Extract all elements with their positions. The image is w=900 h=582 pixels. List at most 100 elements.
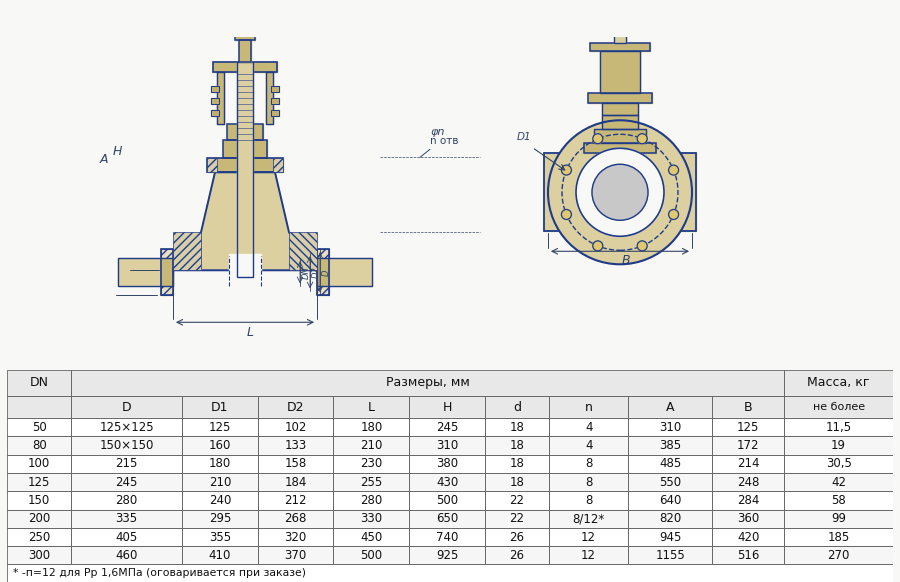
Bar: [410, 473, 485, 491]
Bar: [235, 32, 255, 40]
Text: 405: 405: [115, 531, 138, 544]
Bar: [211, 23, 279, 32]
Bar: [7, 418, 71, 436]
Bar: [235, 19, 255, 36]
Bar: [334, 436, 410, 455]
Bar: [549, 455, 628, 473]
Bar: [590, 43, 650, 51]
Bar: [610, 5, 630, 22]
Bar: [71, 546, 182, 565]
Bar: [257, 510, 334, 528]
Text: 430: 430: [436, 475, 458, 489]
Bar: [334, 396, 410, 418]
Bar: [410, 510, 485, 528]
Text: 320: 320: [284, 531, 307, 544]
Bar: [548, 9, 556, 16]
Bar: [71, 418, 182, 436]
Bar: [549, 546, 628, 565]
Text: 330: 330: [360, 512, 382, 526]
Bar: [207, 158, 283, 172]
Bar: [257, 546, 334, 565]
Text: не более: не более: [813, 402, 865, 412]
Bar: [785, 436, 893, 455]
Bar: [785, 546, 893, 565]
Circle shape: [593, 241, 603, 251]
Bar: [410, 418, 485, 436]
Text: 11,5: 11,5: [825, 421, 851, 434]
Bar: [628, 491, 712, 510]
Text: D: D: [122, 400, 131, 414]
Bar: [785, 455, 893, 473]
Bar: [71, 370, 785, 396]
Text: 500: 500: [360, 549, 382, 562]
Text: 945: 945: [659, 531, 681, 544]
Bar: [628, 546, 712, 565]
Text: 640: 640: [659, 494, 681, 507]
Text: 22: 22: [509, 494, 525, 507]
Bar: [334, 491, 410, 510]
Bar: [549, 396, 628, 418]
Bar: [334, 455, 410, 473]
Text: 380: 380: [436, 457, 458, 470]
Bar: [334, 510, 410, 528]
Bar: [211, 98, 219, 104]
Bar: [602, 103, 638, 115]
Bar: [485, 528, 549, 546]
Bar: [544, 153, 696, 231]
Bar: [410, 473, 485, 491]
Bar: [549, 546, 628, 565]
Bar: [628, 455, 712, 473]
Bar: [712, 418, 785, 436]
Text: 516: 516: [737, 549, 760, 562]
Text: 22: 22: [509, 512, 525, 526]
Bar: [712, 510, 785, 528]
Bar: [182, 510, 257, 528]
Bar: [785, 528, 893, 546]
Text: 212: 212: [284, 494, 307, 507]
Text: 184: 184: [284, 475, 307, 489]
Bar: [271, 110, 279, 116]
Text: 26: 26: [509, 531, 525, 544]
Bar: [588, 93, 652, 103]
Text: 58: 58: [832, 494, 846, 507]
Bar: [628, 418, 712, 436]
Bar: [410, 491, 485, 510]
Text: 248: 248: [737, 475, 760, 489]
Text: DN: DN: [30, 376, 49, 389]
Bar: [410, 418, 485, 436]
Bar: [71, 510, 182, 528]
Bar: [785, 370, 893, 396]
Bar: [161, 249, 173, 295]
Bar: [235, 32, 255, 40]
Bar: [410, 436, 485, 455]
Text: 30,5: 30,5: [825, 457, 851, 470]
Text: B: B: [744, 400, 752, 414]
Bar: [161, 286, 173, 295]
Bar: [237, 62, 253, 277]
Bar: [334, 473, 410, 491]
Text: 410: 410: [209, 549, 231, 562]
Bar: [785, 370, 893, 396]
Bar: [334, 418, 410, 436]
Bar: [182, 396, 257, 418]
Bar: [602, 103, 638, 115]
Text: 250: 250: [28, 531, 50, 544]
Bar: [785, 546, 893, 565]
Text: 50: 50: [32, 421, 47, 434]
Bar: [7, 473, 71, 491]
Text: 80: 80: [32, 439, 47, 452]
Bar: [7, 546, 71, 565]
Text: 215: 215: [115, 457, 138, 470]
Bar: [223, 140, 267, 158]
Bar: [71, 473, 182, 491]
Circle shape: [637, 241, 647, 251]
Circle shape: [669, 165, 679, 175]
Bar: [549, 510, 628, 528]
Text: 200: 200: [28, 512, 50, 526]
Bar: [549, 455, 628, 473]
Text: 180: 180: [360, 421, 382, 434]
Polygon shape: [173, 172, 317, 270]
Text: 172: 172: [737, 439, 760, 452]
Text: * -п=12 для Рр 1,6МПа (оговаривается при заказе): * -п=12 для Рр 1,6МПа (оговаривается при…: [13, 568, 305, 579]
Circle shape: [562, 165, 572, 175]
